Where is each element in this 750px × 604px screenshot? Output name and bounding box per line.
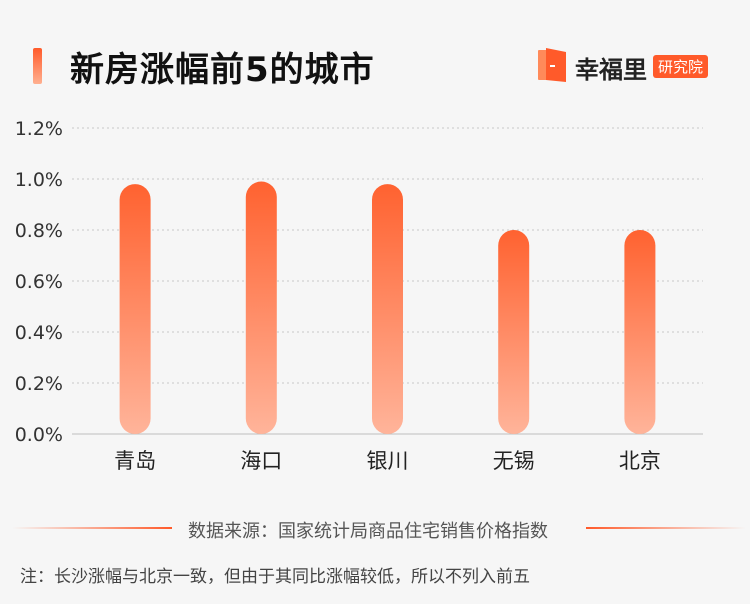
- y-axis: 0.0% 0.2% 0.4% 0.6% 0.8% 1.0% 1.2%: [15, 118, 63, 446]
- x-tick-label: 青岛: [114, 449, 156, 473]
- x-tick-label: 无锡: [493, 449, 535, 473]
- bar: [372, 184, 403, 434]
- source-text: 数据来源：国家统计局商品住宅销售价格指数: [188, 521, 548, 542]
- y-tick-label: 0.8%: [15, 220, 63, 242]
- x-tick-label: 海口: [240, 449, 282, 473]
- bars: [119, 181, 656, 434]
- chart-title: 新房涨幅前5的城市: [70, 50, 375, 90]
- y-tick-label: 0.6%: [15, 271, 63, 293]
- x-tick-label: 银川: [367, 449, 409, 473]
- bar: [498, 230, 530, 434]
- brand-badge: 研究院: [653, 55, 709, 78]
- bar: [624, 230, 656, 434]
- bar-chart: 0.0% 0.2% 0.4% 0.6% 0.8% 1.0% 1.2% 青岛 海口 银川 无锡 北京: [15, 118, 703, 473]
- y-tick-label: 0.2%: [15, 373, 63, 395]
- source-divider-left: [12, 527, 172, 529]
- bar: [245, 181, 277, 434]
- title-accent-bar: [33, 48, 42, 84]
- source-divider-right: [586, 527, 746, 529]
- x-tick-label: 北京: [619, 449, 661, 473]
- bar: [119, 184, 151, 434]
- footnote: 注：长沙涨幅与北京一致，但由于其同比涨幅较低，所以不列入前五: [20, 567, 530, 587]
- y-tick-label: 1.2%: [15, 118, 63, 140]
- door-logo-icon: [538, 48, 566, 82]
- brand-name: 幸福里: [575, 56, 647, 84]
- y-tick-label: 0.0%: [15, 424, 63, 446]
- y-tick-label: 0.4%: [15, 322, 63, 344]
- data-source: 数据来源：国家统计局商品住宅销售价格指数: [0, 515, 750, 542]
- x-axis: 青岛 海口 银川 无锡 北京: [114, 449, 661, 473]
- y-tick-label: 1.0%: [15, 169, 63, 191]
